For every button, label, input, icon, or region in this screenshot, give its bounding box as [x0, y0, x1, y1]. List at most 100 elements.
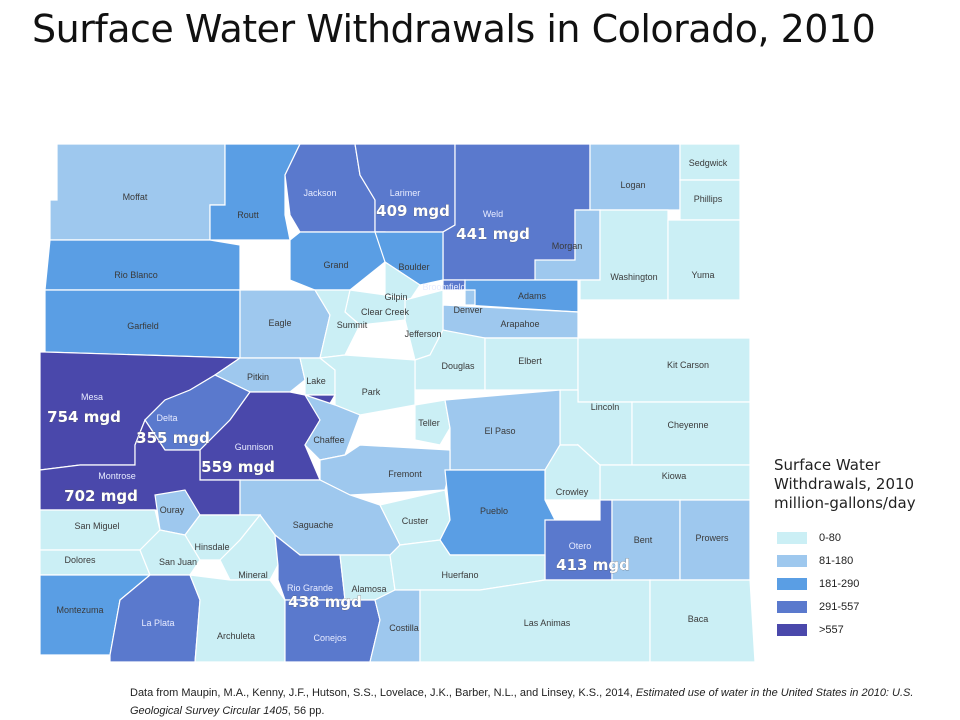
county-rio-blanco — [44, 239, 241, 291]
county-label-pitkin: Pitkin — [247, 372, 269, 382]
county-cheyenne — [631, 401, 751, 466]
county-label-rio-blanco: Rio Blanco — [114, 270, 158, 280]
citation-end: , 56 pp. — [287, 705, 325, 717]
legend-swatch — [777, 532, 807, 545]
county-label-el-paso: El Paso — [484, 426, 515, 436]
county-label-douglas: Douglas — [441, 361, 475, 371]
county-label-teller: Teller — [418, 418, 440, 428]
county-label-prowers: Prowers — [695, 533, 729, 543]
county-label-routt: Routt — [237, 210, 259, 220]
county-label-mesa: Mesa — [81, 392, 103, 402]
legend-swatch — [777, 578, 807, 591]
county-summit — [313, 289, 361, 359]
county-label-broomfield: Broomfield — [422, 282, 465, 292]
county-label-mineral: Mineral — [238, 570, 268, 580]
county-label-sedgwick: Sedgwick — [689, 158, 728, 168]
county-label-morgan: Morgan — [552, 241, 583, 251]
county-archuleta — [189, 574, 286, 663]
withdrawal-callout-montrose: 702 mgd — [64, 487, 138, 505]
county-label-huerfano: Huerfano — [441, 570, 478, 580]
legend-item: 0-80 — [777, 532, 841, 546]
withdrawal-callout-otero: 413 mgd — [556, 556, 630, 574]
county-label-washington: Washington — [610, 272, 657, 282]
county-label-larimer: Larimer — [390, 188, 421, 198]
county-label-pueblo: Pueblo — [480, 506, 508, 516]
legend-title-line-3: million-gallons/day — [774, 494, 916, 512]
county-label-denver: Denver — [453, 305, 482, 315]
county-washington — [579, 209, 669, 301]
county-label-lincoln: Lincoln — [591, 402, 620, 412]
county-baca — [649, 579, 756, 663]
legend-swatch — [777, 624, 807, 637]
county-label-yuma: Yuma — [691, 270, 714, 280]
county-label-lake: Lake — [306, 376, 326, 386]
county-label-garfield: Garfield — [127, 321, 159, 331]
county-label-rio-grande: Rio Grande — [287, 583, 333, 593]
county-label-custer: Custer — [402, 516, 429, 526]
withdrawal-callout-larimer: 409 mgd — [376, 202, 450, 220]
county-label-cheyenne: Cheyenne — [667, 420, 708, 430]
county-label-san-juan: San Juan — [159, 557, 197, 567]
county-denver — [464, 289, 476, 306]
county-label-las-animas: Las Animas — [524, 618, 571, 628]
withdrawal-callout-gunnison: 559 mgd — [201, 458, 275, 476]
county-label-costilla: Costilla — [389, 623, 419, 633]
county-label-montrose: Montrose — [98, 471, 136, 481]
county-label-boulder: Boulder — [398, 262, 429, 272]
county-label-gunnison: Gunnison — [235, 442, 274, 452]
legend-swatch — [777, 601, 807, 614]
county-label-jackson: Jackson — [303, 188, 336, 198]
withdrawal-callout-rio-grande: 438 mgd — [288, 593, 362, 611]
county-kit-carson — [577, 337, 751, 403]
county-label-phillips: Phillips — [694, 194, 723, 204]
county-label-baca: Baca — [688, 614, 709, 624]
county-label-arapahoe: Arapahoe — [500, 319, 539, 329]
county-label-eagle: Eagle — [268, 318, 291, 328]
county-label-chaffee: Chaffee — [313, 435, 344, 445]
legend-title: Surface Water Withdrawals, 2010 million-… — [774, 456, 954, 513]
withdrawal-callout-delta: 355 mgd — [136, 429, 210, 447]
county-label-conejos: Conejos — [313, 633, 347, 643]
legend-item: 291-557 — [777, 601, 859, 615]
county-label-gilpin: Gilpin — [384, 292, 407, 302]
county-label-archuleta: Archuleta — [217, 631, 255, 641]
county-grand — [289, 231, 386, 291]
legend-swatch — [777, 555, 807, 568]
county-label-otero: Otero — [569, 541, 592, 551]
county-label-grand: Grand — [323, 260, 348, 270]
county-label-summit: Summit — [337, 320, 368, 330]
legend-item: 181-290 — [777, 578, 859, 592]
county-label-park: Park — [362, 387, 381, 397]
county-label-jefferson: Jefferson — [405, 329, 442, 339]
county-boulder — [374, 231, 444, 286]
legend-item: 81-180 — [777, 555, 853, 569]
county-label-la-plata: La Plata — [141, 618, 174, 628]
page-title: Surface Water Withdrawals in Colorado, 2… — [32, 7, 876, 51]
withdrawal-callout-weld: 441 mgd — [456, 225, 530, 243]
legend-title-line-1: Surface Water — [774, 456, 881, 474]
county-las-animas — [419, 579, 651, 663]
county-label-weld: Weld — [483, 209, 503, 219]
legend-item: >557 — [777, 624, 844, 638]
legend-title-line-2: Withdrawals, 2010 — [774, 475, 915, 493]
legend-label: 81-180 — [819, 555, 854, 568]
data-citation: Data from Maupin, M.A., Kenny, J.F., Hut… — [130, 684, 930, 720]
county-label-montezuma: Montezuma — [56, 605, 103, 615]
county-logan — [589, 143, 681, 211]
county-label-bent: Bent — [634, 535, 653, 545]
county-label-kiowa: Kiowa — [662, 471, 687, 481]
county-label-elbert: Elbert — [518, 356, 542, 366]
county-label-kit-carson: Kit Carson — [667, 360, 709, 370]
legend-label: 0-80 — [819, 532, 842, 545]
county-label-adams: Adams — [518, 291, 547, 301]
legend-label: 291-557 — [819, 601, 860, 614]
county-label-saguache: Saguache — [293, 520, 334, 530]
county-label-san-miguel: San Miguel — [74, 521, 119, 531]
citation-plain: Data from Maupin, M.A., Kenny, J.F., Hut… — [130, 687, 636, 699]
county-label-ouray: Ouray — [160, 505, 185, 515]
county-label-moffat: Moffat — [123, 192, 148, 202]
county-teller — [414, 399, 451, 446]
legend-label: >557 — [819, 624, 844, 637]
county-label-crowley: Crowley — [556, 487, 589, 497]
